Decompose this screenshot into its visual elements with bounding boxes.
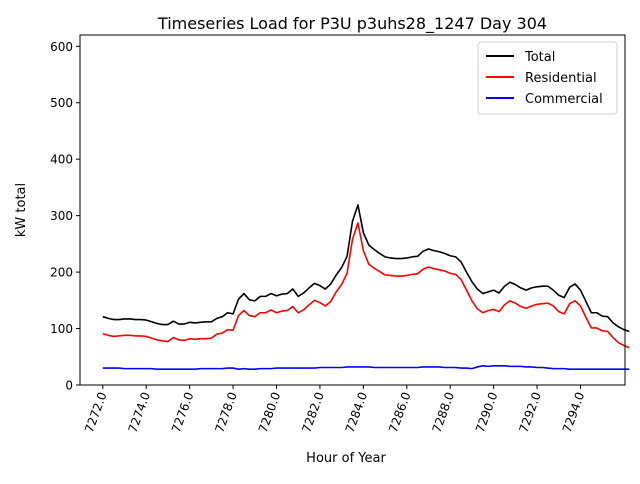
y-tick-label: 100 [50,322,73,336]
y-axis-label: kW total [14,183,29,237]
legend-label-commercial: Commercial [525,92,603,107]
legend-label-residential: Residential [525,71,597,86]
y-tick-label: 300 [50,209,73,223]
y-tick-label: 500 [50,96,73,110]
legend: Total Residential Commercial [477,41,618,115]
series-line-residential [102,222,630,349]
x-axis-label: Hour of Year [306,451,386,466]
series-layer [102,204,630,370]
y-tick-label: 0 [65,379,73,393]
series-line-total [102,204,630,333]
y-tick-label: 600 [50,40,73,54]
legend-box [477,41,618,115]
y-tick-label: 400 [50,153,73,167]
y-tick-label: 200 [50,266,73,280]
series-line-commercial [102,365,630,370]
y-axis-ticks: 0 100 200 300 400 500 600 [50,40,80,393]
legend-label-total: Total [524,50,555,65]
chart-title: Timeseries Load for P3U p3uhs28_1247 Day… [157,14,547,34]
axes-frame [79,34,626,386]
